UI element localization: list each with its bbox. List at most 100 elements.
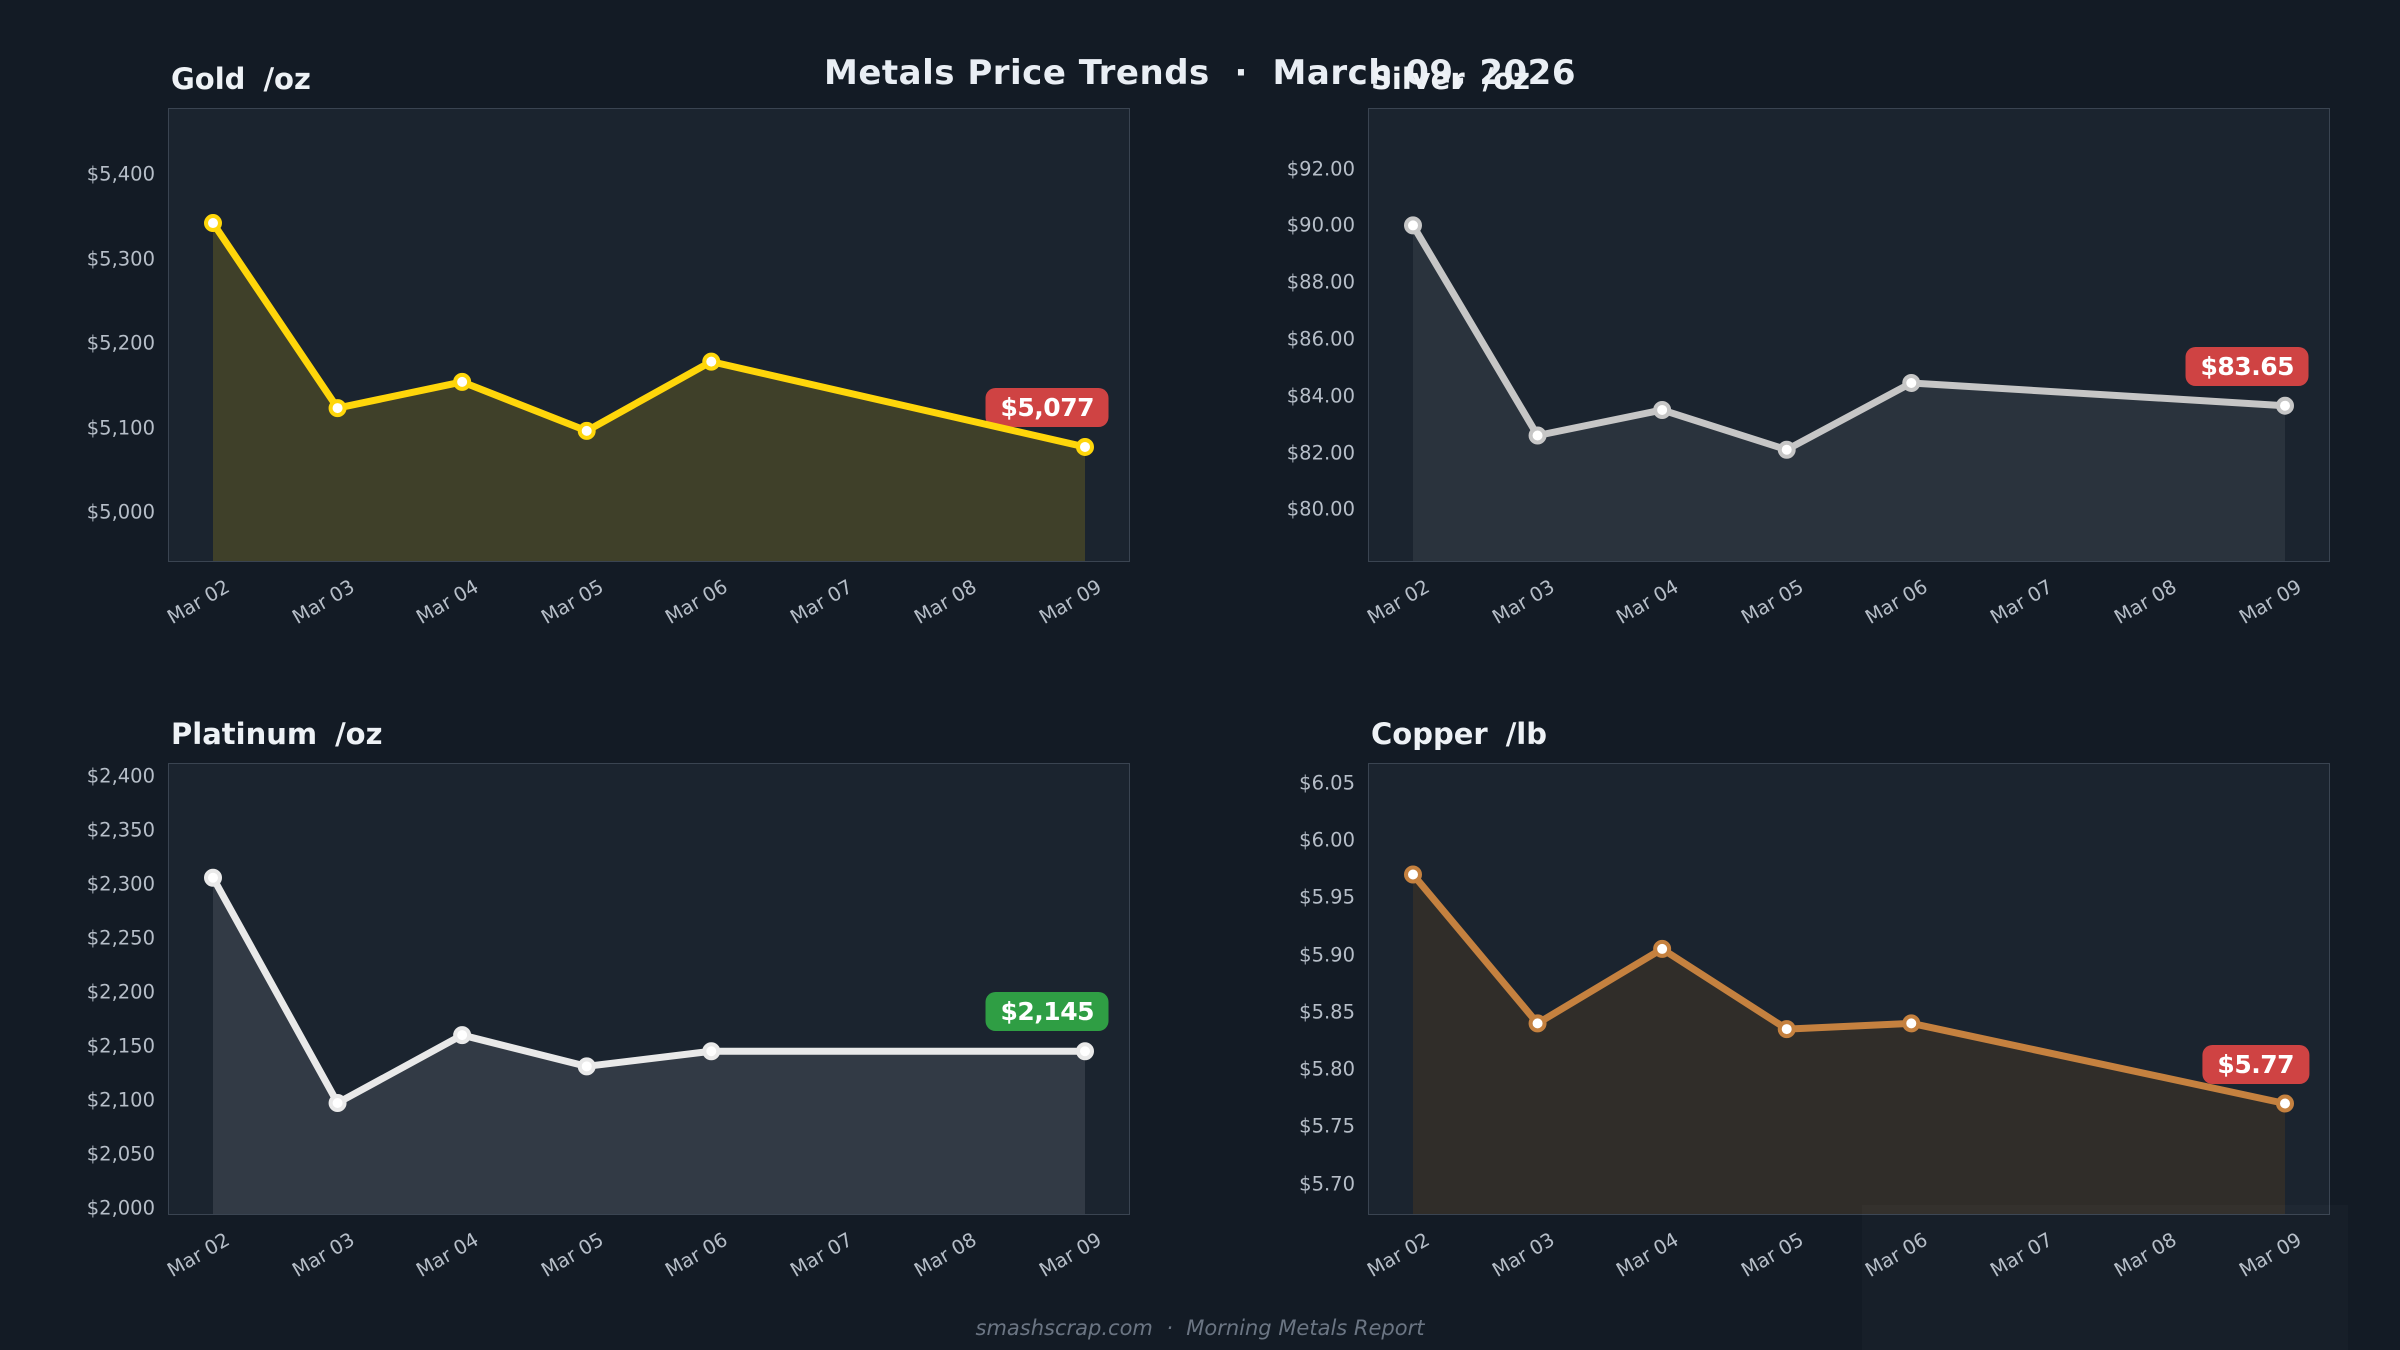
y-tick-label: $82.00 <box>1286 441 1355 465</box>
data-point-marker <box>204 868 222 887</box>
footer-text: smashscrap.com · Morning Metals Report <box>975 1316 1425 1340</box>
silver-metal-name: Silver <box>1371 62 1465 96</box>
price-line <box>1409 221 2289 454</box>
x-tick-label: Mar 08 <box>910 575 981 629</box>
y-tick-label: $5.70 <box>1299 1172 1355 1196</box>
data-point-marker <box>1777 440 1796 459</box>
gold-metal-name: Gold <box>171 62 246 96</box>
y-tick-label: $88.00 <box>1286 270 1355 294</box>
y-tick-label: $5.95 <box>1299 885 1355 909</box>
x-tick-label: Mar 06 <box>661 1228 732 1282</box>
silver-plot <box>1404 216 2294 561</box>
x-tick-label: Mar 02 <box>163 575 234 629</box>
platinum-chart-panel: Platinum/oz $2,145 $2,400 $2,350 $2,300 $2,… <box>87 717 1130 1282</box>
data-point-marker <box>1404 216 1422 235</box>
y-tick-label: $2,350 <box>86 818 155 842</box>
x-tick-label: Mar 06 <box>661 575 732 629</box>
price-area <box>1413 225 2285 561</box>
y-tick-label: $92.00 <box>1286 157 1355 181</box>
data-point-marker <box>702 352 721 371</box>
x-tick-label: Mar 04 <box>1612 575 1683 629</box>
data-point-marker <box>1528 1014 1547 1033</box>
price-area <box>213 877 1085 1214</box>
data-point-marker <box>2276 396 2294 415</box>
y-tick-label: $2,000 <box>86 1196 155 1220</box>
x-tick-label: Mar 03 <box>287 1228 359 1282</box>
copper-last-price-badge: $5.77 <box>2202 1044 2309 1084</box>
x-tick-label: Mar 09 <box>1035 1228 1106 1282</box>
data-point-marker <box>1653 939 1672 958</box>
data-point-marker <box>2276 1094 2294 1113</box>
gold-last-price-badge: $5,077 <box>985 387 1109 427</box>
gold-plot <box>204 214 1094 561</box>
gold-chart-panel: Gold/oz $5,077 $5,400 $5,300 $5,200 $5,100 $… <box>87 62 1130 629</box>
y-tick-label: $6.00 <box>1299 828 1355 852</box>
x-tick-label: Mar 05 <box>1736 1228 1808 1282</box>
y-tick-label: $5,100 <box>86 416 155 439</box>
platinum-metal-unit: /oz <box>335 717 383 751</box>
x-tick-label: Mar 06 <box>1861 575 1932 629</box>
x-tick-label: Mar 08 <box>910 1228 981 1282</box>
data-point-marker <box>453 372 472 391</box>
x-tick-label: Mar 04 <box>412 575 483 629</box>
data-point-marker <box>1076 1042 1094 1061</box>
price-area <box>213 223 1085 561</box>
y-tick-label: $5,400 <box>86 162 155 186</box>
x-tick-label: Mar 05 <box>1736 575 1808 629</box>
gold-chart-title: Gold/oz <box>171 62 311 96</box>
data-point-marker <box>1902 1014 1921 1033</box>
data-point-marker <box>1076 437 1094 456</box>
data-point-marker <box>1653 400 1672 419</box>
price-line <box>1409 870 2289 1108</box>
price-line <box>209 219 1089 451</box>
y-tick-label: $2,400 <box>86 764 155 788</box>
data-point-marker <box>328 399 347 418</box>
x-tick-label: Mar 03 <box>1487 575 1559 629</box>
x-tick-label: Mar 05 <box>536 1228 608 1282</box>
x-tick-label: Mar 09 <box>2235 575 2306 629</box>
x-tick-label: Mar 02 <box>163 1228 234 1282</box>
platinum-last-price-badge: $2,145 <box>985 992 1109 1032</box>
y-tick-label: $84.00 <box>1286 384 1355 408</box>
y-tick-label: $2,300 <box>86 872 155 896</box>
y-tick-label: $86.00 <box>1286 327 1355 351</box>
x-tick-label: Mar 03 <box>1487 1228 1559 1282</box>
x-tick-label: Mar 07 <box>786 1228 857 1282</box>
copper-metal-name: Copper <box>1371 717 1488 751</box>
x-tick-label: Mar 07 <box>1986 575 2057 629</box>
y-tick-label: $2,150 <box>86 1034 155 1058</box>
data-point-marker <box>453 1026 472 1045</box>
x-tick-label: Mar 04 <box>1612 1228 1683 1282</box>
platinum-plot <box>204 868 1094 1214</box>
data-point-marker <box>702 1042 721 1061</box>
copper-plot <box>1404 865 2294 1214</box>
x-tick-label: Mar 08 <box>2110 575 2181 629</box>
silver-chart-panel: Silver/oz $83.65 $92.00 $90.00 $88.00 $86.0… <box>1287 62 2330 629</box>
price-area <box>1413 874 2285 1214</box>
data-point-marker <box>1902 373 1921 392</box>
copper-metal-unit: /lb <box>1505 717 1547 751</box>
silver-last-price-badge: $83.65 <box>2185 346 2309 386</box>
price-line <box>209 874 1089 1107</box>
y-tick-label: $5,000 <box>86 500 155 524</box>
x-tick-label: Mar 03 <box>287 575 359 629</box>
data-point-marker <box>204 214 222 233</box>
data-point-marker <box>1777 1020 1796 1039</box>
y-tick-label: $2,050 <box>86 1142 155 1166</box>
y-tick-label: $2,200 <box>86 980 155 1004</box>
data-point-marker <box>577 1057 596 1076</box>
y-tick-label: $5,200 <box>86 331 155 355</box>
x-tick-label: Mar 02 <box>1363 1228 1434 1282</box>
copper-chart-panel: Copper/lb $5.77 $6.05 $6.00 $5.95 $5.90 $5.8… <box>1299 717 2330 1282</box>
x-tick-label: Mar 05 <box>536 575 608 629</box>
y-tick-label: $5.80 <box>1299 1057 1355 1081</box>
x-tick-label: Mar 02 <box>1363 575 1434 629</box>
copper-chart-title: Copper/lb <box>1371 717 1547 751</box>
x-tick-label: Mar 07 <box>786 575 857 629</box>
y-tick-label: $90.00 <box>1286 213 1355 237</box>
y-tick-label: $5.75 <box>1299 1114 1355 1138</box>
y-tick-label: $5.90 <box>1299 943 1355 967</box>
y-tick-label: $2,100 <box>86 1088 155 1112</box>
x-tick-label: Mar 04 <box>412 1228 483 1282</box>
silver-metal-unit: /oz <box>1482 62 1531 96</box>
